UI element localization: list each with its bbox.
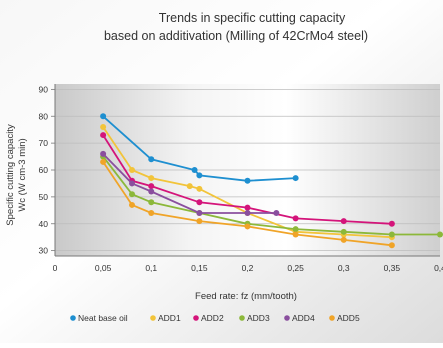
x-tick-label: 0,25 xyxy=(287,263,304,273)
x-tick-label: 0,1 xyxy=(145,263,157,273)
legend-marker xyxy=(239,315,245,321)
data-point xyxy=(100,124,107,130)
data-point xyxy=(191,167,198,173)
x-tick-label: 0,3 xyxy=(338,263,350,273)
chart-title: Trends in specific cutting capacity xyxy=(159,11,346,25)
data-point xyxy=(196,210,203,216)
series-line-add4 xyxy=(102,153,277,214)
data-point xyxy=(244,177,251,184)
x-tick-label: 0,05 xyxy=(95,263,112,273)
data-point xyxy=(388,231,395,238)
data-point xyxy=(148,188,155,195)
data-point xyxy=(292,231,299,238)
chart-subtitle: based on additivation (Milling of 42CrMo… xyxy=(104,29,368,43)
data-point xyxy=(292,226,299,233)
y-tick-label: 60 xyxy=(39,165,49,175)
legend-label: ADD1 xyxy=(158,313,181,323)
data-point xyxy=(148,175,155,182)
y-tick-label: 40 xyxy=(39,219,49,229)
legend-marker xyxy=(329,315,335,321)
data-point xyxy=(340,228,347,235)
data-point xyxy=(244,204,251,211)
legend-label: Neat base oil xyxy=(78,313,128,323)
data-point xyxy=(196,218,203,225)
data-point xyxy=(244,210,251,216)
data-point xyxy=(292,215,299,222)
data-point xyxy=(388,242,395,249)
data-point xyxy=(100,158,107,165)
data-point xyxy=(148,210,155,216)
x-tick-label: 0,15 xyxy=(191,263,208,273)
data-point xyxy=(148,183,155,190)
legend-label: ADD4 xyxy=(292,313,315,323)
x-tick-labels: 0 0,05 0,1 0,15 0,2 0,25 0,3 0,35 0,4 xyxy=(53,263,443,273)
series-line-add5 xyxy=(102,161,393,247)
x-tick-label: 0 xyxy=(53,263,58,273)
legend-marker xyxy=(193,315,199,321)
legend-label: ADD5 xyxy=(337,313,360,323)
data-point xyxy=(388,220,395,227)
y-tick-label: 30 xyxy=(39,246,49,256)
data-point xyxy=(437,231,443,238)
data-point xyxy=(100,132,107,139)
data-point xyxy=(129,180,135,187)
data-point xyxy=(129,201,135,208)
x-tick-label: 0,35 xyxy=(384,263,401,273)
x-axis-label: Feed rate: fz (mm/tooth) xyxy=(195,291,297,302)
data-point xyxy=(148,199,155,206)
y-tick-labels: 30 40 50 60 70 80 90 xyxy=(39,84,55,256)
y-tick-label: 50 xyxy=(39,192,49,202)
x-tick-label: 0,4 xyxy=(434,263,443,273)
series-line-add2 xyxy=(102,134,392,225)
data-point xyxy=(129,167,135,173)
data-point xyxy=(196,172,203,179)
data-point xyxy=(340,236,347,243)
y-axis-label-line1: Specific cutting capacity xyxy=(5,124,16,226)
legend-label: ADD2 xyxy=(201,313,224,323)
legend-label: ADD3 xyxy=(247,313,270,323)
data-point xyxy=(292,175,299,182)
data-point xyxy=(100,113,107,120)
data-point xyxy=(186,183,193,190)
data-point xyxy=(244,223,251,230)
data-point xyxy=(129,191,135,198)
data-point xyxy=(148,156,155,163)
data-point xyxy=(196,185,203,192)
y-tick-label: 70 xyxy=(39,138,49,148)
series-line-neat-base-oil xyxy=(102,115,296,182)
y-axis-label-line2: Wc (W cm-3 min) xyxy=(17,138,28,211)
legend-marker xyxy=(150,315,156,321)
y-tick-label: 80 xyxy=(39,111,49,121)
y-tick-label: 90 xyxy=(39,84,49,94)
grid-lines xyxy=(55,89,440,251)
legend: Neat base oil ADD1 ADD2 ADD3 ADD4 ADD5 xyxy=(70,313,360,323)
data-point xyxy=(196,199,203,206)
data-point xyxy=(340,218,347,225)
legend-marker xyxy=(70,315,76,321)
series-lines xyxy=(100,113,443,249)
x-tick-label: 0,2 xyxy=(242,263,254,273)
data-point xyxy=(273,210,280,216)
data-point xyxy=(100,150,107,157)
legend-marker xyxy=(284,315,290,321)
